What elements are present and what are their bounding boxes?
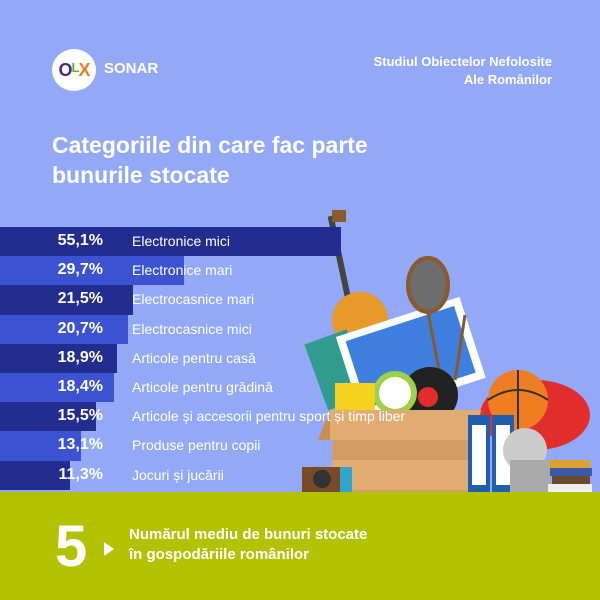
bar-label: Jocuri și jucării — [132, 466, 224, 483]
bar-row: 55,1% Electronice mici — [0, 227, 600, 257]
stat-description-line1: Numărul mediu de bunuri stocate — [129, 526, 368, 543]
stat-number: 5 — [55, 514, 88, 579]
bar — [0, 372, 114, 403]
bar-row: 13,1% Produse pentru copii — [0, 431, 600, 461]
stored-items-illustration — [302, 210, 592, 495]
bar-label: Articole pentru grădină — [132, 378, 273, 395]
brand-name: SONAR — [104, 60, 159, 77]
bar-row: 11,3% Jocuri și jucării — [0, 460, 600, 490]
bar-row: 18,9% Articole pentru casă — [0, 343, 600, 373]
bar-row: 20,7% Electrocasnice mici — [0, 314, 600, 344]
bar — [0, 314, 128, 344]
bar-value: 21,5% — [57, 290, 103, 308]
logo-letter-o: O — [58, 59, 73, 80]
bar-value: 11,3% — [58, 465, 103, 483]
bar — [0, 460, 70, 490]
study-title-line1: Studiul Obiectelor Nefolosite — [373, 54, 552, 69]
stat-description-line2: în gospodăriile românilor — [129, 546, 310, 563]
bar-chart: 55,1% Electronice mici 29,7% Electronice m… — [0, 227, 600, 490]
bar — [0, 431, 81, 461]
play-arrow-icon — [104, 542, 114, 556]
bar-value: 18,4% — [57, 377, 103, 395]
bar — [0, 227, 341, 257]
bar-value: 29,7% — [57, 261, 103, 279]
bar-value: 18,9% — [57, 348, 103, 366]
bar-row: 21,5% Electrocasnice mari — [0, 285, 600, 315]
bar-row: 15,5% Articole și accesorii pentru sport … — [0, 402, 600, 432]
bar-value: 13,1% — [57, 436, 103, 454]
logo-letter-x: X — [78, 59, 90, 80]
bar-row: 29,7% Electronice mari — [0, 256, 600, 286]
bar — [0, 285, 133, 315]
chart-title: Categoriile din care fac parte bunurile … — [52, 130, 368, 190]
logo-letter-l: L — [71, 59, 80, 75]
bar — [0, 256, 184, 286]
footer-stat: 5 Numărul mediu de bunuri stocate în gos… — [0, 492, 600, 600]
stat-description: Numărul mediu de bunuri stocate în gospo… — [129, 525, 367, 565]
bar-label: Electrocasnice mari — [132, 291, 255, 308]
bar-label: Electrocasnice mici — [132, 320, 252, 337]
bar-row: 18,4% Articole pentru grădină — [0, 372, 600, 403]
chart-title-line2: bunurile stocate — [52, 162, 230, 188]
bar-label: Produse pentru copii — [132, 437, 261, 454]
bar-label: Articole pentru casă — [132, 349, 256, 366]
bar-value: 55,1% — [57, 232, 103, 249]
bar — [0, 343, 117, 373]
bar-label: Electronice mici — [132, 233, 231, 249]
bar-label: Electronice mari — [132, 262, 233, 279]
bar-label: Articole și accesorii pentru sport și ti… — [132, 408, 406, 425]
study-title: Studiul Obiectelor Nefolosite Ale Români… — [374, 53, 552, 89]
study-title-line2: Ale Românilor — [463, 72, 552, 87]
bar-value: 20,7% — [57, 319, 103, 337]
bar — [0, 402, 96, 432]
bar-value: 15,5% — [57, 407, 103, 425]
chart-title-line1: Categoriile din care fac parte — [52, 132, 368, 158]
